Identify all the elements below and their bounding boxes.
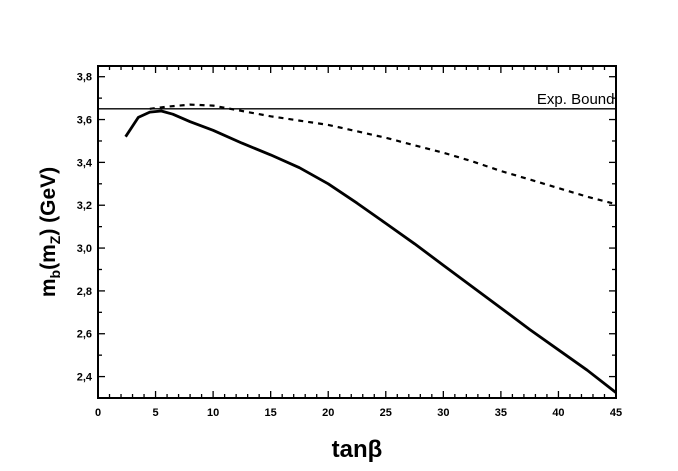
- y-axis-title-m: m: [37, 278, 60, 297]
- y-axis-title-close: ) (GeV): [37, 167, 60, 236]
- y-tick-label: 3,4: [77, 157, 93, 169]
- x-tick-label: 30: [437, 407, 449, 419]
- y-axis-title-sub-b: b: [47, 270, 63, 279]
- x-tick-label: 35: [495, 407, 507, 419]
- x-tick-label: 0: [95, 407, 101, 419]
- y-tick-label: 2,4: [77, 372, 93, 384]
- y-tick-label: 2,6: [77, 329, 92, 341]
- series-line-solid: [124, 109, 617, 394]
- x-ticks: 0 5 10 15 20 25 30 35 40 45: [95, 66, 622, 419]
- y-axis-title-sub-z: Z: [47, 235, 63, 244]
- plot-frame: [97, 65, 617, 399]
- series-line-dashed: [149, 103, 617, 206]
- x-tick-label: 25: [380, 407, 392, 419]
- y-axis-title-open: (m: [37, 244, 60, 270]
- y-tick-label: 2,8: [77, 286, 92, 298]
- x-tick-label: 5: [152, 407, 158, 419]
- exp-bound-annotation: Exp. Bound: [537, 91, 615, 108]
- x-tick-label: 20: [322, 407, 334, 419]
- x-tick-label: 15: [265, 407, 277, 419]
- y-tick-label: 3,0: [77, 243, 92, 255]
- y-axis-title: mb(mZ) (GeV): [37, 167, 63, 297]
- x-tick-label: 45: [610, 407, 622, 419]
- x-tick-label: 10: [207, 407, 219, 419]
- y-tick-label: 3,2: [77, 200, 92, 212]
- y-tick-label: 3,8: [77, 72, 92, 84]
- y-tick-label: 3,6: [77, 115, 92, 127]
- series-layer: [98, 103, 617, 394]
- x-tick-label: 40: [552, 407, 564, 419]
- y-ticks: 2,4 2,6 2,8 3,0 3,2 3,4 3,6 3,8: [77, 72, 616, 399]
- x-axis-title: tanβ: [332, 436, 383, 463]
